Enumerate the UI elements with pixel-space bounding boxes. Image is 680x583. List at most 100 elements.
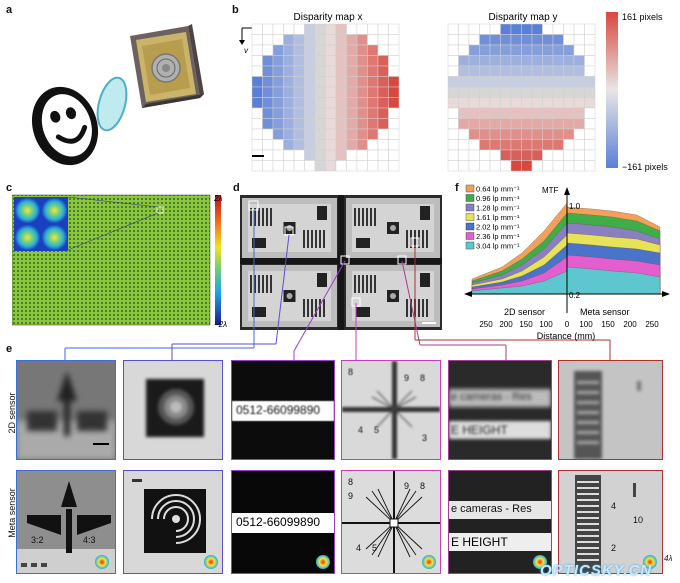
- phone-label-2d: [232, 401, 334, 421]
- mtf-xtick-4: 0: [565, 320, 570, 329]
- mtf-right-label: Meta sensor: [580, 307, 630, 317]
- mtf-xtick-7: 200: [623, 320, 637, 329]
- height-text-meta: E HEIGHT: [451, 535, 508, 549]
- mtf-legend-swatch-4: [465, 222, 475, 231]
- tile-2d-4-num-5: 5: [374, 425, 380, 435]
- mtf-legend-label-5: 2.36 lp mm⁻¹: [476, 232, 520, 241]
- disparity-y-title: Disparity map y: [489, 12, 558, 23]
- mtf-legend-label-2: 1.28 lp mm⁻¹: [476, 204, 520, 213]
- mtf-chart: MTF 1.0 0.2 2D sensor Meta sensor 250 200…: [464, 184, 670, 341]
- scene-image: [240, 195, 442, 330]
- tile-2d-1: [16, 360, 116, 460]
- corner-lambda: 4λ: [664, 554, 673, 563]
- mtf-legend-swatch-6: [465, 241, 475, 250]
- tile-meta-6-num-4: 4: [611, 501, 617, 511]
- panel-label-e: e: [6, 343, 13, 355]
- tile-2d-3: 0512-66099890: [231, 360, 335, 460]
- tile-meta-4-num-8b: 8: [420, 481, 426, 491]
- psf-icon: [95, 555, 109, 569]
- mtf-legend-swatch-1: [465, 194, 475, 202]
- mtf-legend-swatch-0: [465, 184, 475, 193]
- phase-map: 2λ −2λ: [12, 194, 227, 328]
- phase-colorbar: [215, 195, 221, 325]
- ratio-right: 4:3: [83, 535, 96, 545]
- lens-icon: [96, 76, 128, 132]
- panel-label-a: a: [6, 4, 13, 16]
- roi-connectors: [64, 210, 611, 360]
- mtf-xtick-8: 250: [645, 320, 659, 329]
- tile-meta-5: e cameras - Res E HEIGHT: [448, 470, 552, 574]
- mtf-xtick-0: 250: [479, 320, 493, 329]
- tile-meta-6-num-10: 10: [633, 515, 644, 525]
- mtf-xtick-6: 150: [601, 320, 615, 329]
- sensor-chip-icon: [130, 24, 204, 108]
- device-illustration: [31, 24, 204, 166]
- mtf-xtick-2: 150: [519, 320, 533, 329]
- tile-scale-bar: [93, 443, 109, 445]
- tile-meta-2: [123, 470, 223, 574]
- psf-icon: [643, 555, 657, 569]
- tile-meta-4-num-8: 8: [348, 477, 354, 487]
- disparity-map-y-grid: [447, 23, 596, 172]
- psf-icon: [316, 555, 330, 569]
- tile-2d-5: e cameras - Res E HEIGHT: [448, 360, 552, 460]
- tile-meta-4: 8 9 9 8 4 5: [341, 470, 441, 574]
- phase-zoom-box: [156, 206, 164, 214]
- disparity-map-x-grid: [251, 23, 400, 172]
- mtf-legend-swatch-2: [465, 203, 475, 212]
- tile-meta-4-num-4: 4: [356, 543, 362, 553]
- mtf-xlabel: Distance (mm): [537, 331, 596, 341]
- mtf-xtick-1: 200: [499, 320, 513, 329]
- cameras-text-2d: e cameras - Res: [451, 391, 532, 403]
- tile-2d-6: [558, 360, 663, 460]
- tile-meta-6: 4 10 2: [558, 470, 663, 574]
- tile-2d-4: 8 9 8 4 5 3: [341, 360, 441, 460]
- tile-meta-4-num-5: 5: [372, 543, 378, 553]
- panel-label-c: c: [6, 182, 13, 194]
- phase-colorbar-max: 2λ: [213, 194, 222, 203]
- tile-2d-4-num-9a: 9: [404, 373, 410, 383]
- colorbar-max-label: 161 pixels: [622, 12, 663, 22]
- mtf-legend-swatch-5: [465, 232, 475, 240]
- mtf-legend-label-4: 2.02 lp mm⁻¹: [476, 223, 520, 232]
- axis-v-label: v: [244, 46, 249, 55]
- phase-zoom-inset: [14, 197, 68, 251]
- roi-box-5: [397, 255, 407, 265]
- ratio-left: 3:2: [31, 535, 44, 545]
- disparity-x-title: Disparity map x: [294, 12, 363, 23]
- disparity-colorbar: [606, 12, 618, 168]
- tile-2d-4-num-8: 8: [348, 367, 354, 377]
- smiley-target-icon: [31, 86, 99, 166]
- height-text-2d: E HEIGHT: [451, 423, 508, 437]
- psf-icon: [204, 555, 218, 569]
- colorbar-min-label: −161 pixels: [622, 162, 668, 172]
- phase-colorbar-min: −2λ: [214, 320, 227, 328]
- tile-2d-2: [123, 360, 223, 460]
- panel-label-d: d: [233, 182, 240, 194]
- psf-icon: [422, 555, 436, 569]
- mtf-legend-label-3: 1.61 lp mm⁻¹: [476, 213, 520, 222]
- tile-meta-4-num-9b: 9: [404, 481, 410, 491]
- disparity-maps: Disparity map x Disparity map y u v 161 …: [239, 12, 668, 172]
- roi-box-3: [340, 255, 350, 265]
- mtf-ytick-top: 1.0: [569, 202, 581, 211]
- tile-2d-4-num-3: 3: [422, 433, 428, 443]
- cameras-text-meta: e cameras - Res: [451, 503, 532, 515]
- phone-text-2d: 0512-66099890: [236, 403, 321, 417]
- tile-meta-1: 3:2 4:3: [16, 470, 116, 574]
- tile-2d-4-num-8b: 8: [420, 373, 426, 383]
- mtf-xtick-3: 100: [539, 320, 553, 329]
- mtf-legend-label-1: 0.96 lp mm⁻¹: [476, 194, 520, 203]
- phone-label-meta: [232, 513, 334, 533]
- mtf-legend-label-6: 3.04 lp mm⁻¹: [476, 242, 520, 251]
- psf-icon: [533, 555, 547, 569]
- panel-label-b: b: [232, 4, 239, 16]
- panel-label-f: f: [455, 182, 459, 194]
- mtf-xtick-5: 100: [579, 320, 593, 329]
- tile-meta-6-num-2: 2: [611, 543, 617, 553]
- mtf-left-label: 2D sensor: [504, 307, 545, 317]
- tile-meta-4-num-9: 9: [348, 491, 354, 501]
- tile-meta-3: 0512-66099890: [231, 470, 335, 574]
- phone-text-meta: 0512-66099890: [236, 515, 321, 529]
- tile-2d-4-num-4: 4: [358, 425, 364, 435]
